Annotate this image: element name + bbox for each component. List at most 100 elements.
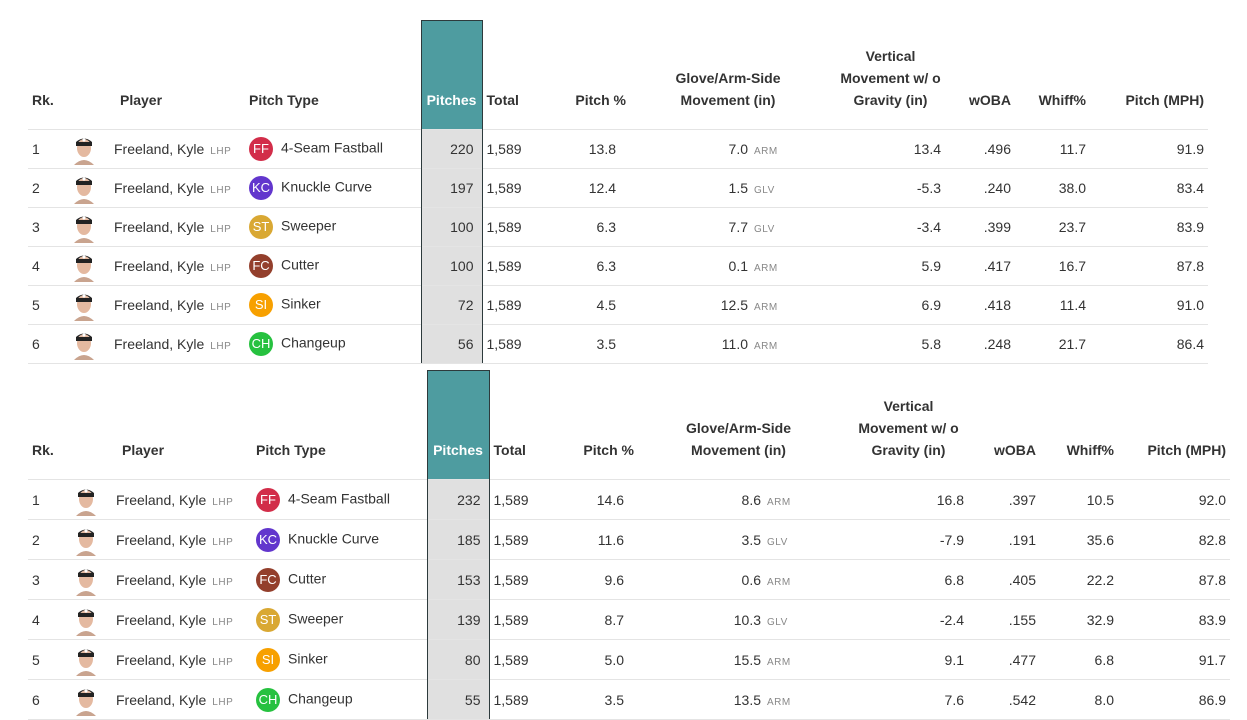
table-row: 4 Freeland, Kyle LHP FC Cutter 100 1,589 6.3 0.1… (28, 246, 1208, 286)
movement: 7.7 (728, 219, 748, 235)
player-avatar (74, 177, 94, 204)
pitch-badge: SI (249, 293, 273, 317)
pitch-pct: 11.6 (553, 519, 638, 560)
pitch-type-cell: CH Changeup (245, 324, 421, 364)
player-name: Freeland, Kyle (114, 336, 205, 352)
avatar-cell (70, 639, 112, 680)
table-row: 1 Freeland, Kyle LHP FF 4-Seam Fastball 232 1,… (28, 479, 1230, 520)
movement-cell: 0.6 ARM (638, 559, 803, 600)
header-cell: Whiff% (1066, 442, 1114, 458)
movement-cell: 11.0 ARM (630, 324, 790, 364)
pitch-badge: CH (249, 332, 273, 356)
header-cell: Total (493, 442, 526, 458)
header-cell: Pitch (MPH) (1147, 442, 1226, 458)
player-avatar (74, 216, 94, 243)
player-avatar (76, 529, 96, 556)
movement: 0.6 (741, 571, 761, 588)
player-hand: LHP (212, 496, 234, 508)
header-cell: Vertical Movement w/ o Gravity (in) (858, 398, 959, 458)
total: 1,589 (482, 129, 545, 169)
pitch-type-cell: ST Sweeper (252, 599, 427, 640)
header-cell: wOBA (994, 442, 1036, 458)
player-name: Freeland, Kyle (114, 297, 205, 313)
pitch-pct: 12.4 (545, 168, 630, 208)
velocity: 82.8 (1118, 519, 1230, 560)
table-body: 1 Freeland, Kyle LHP FF 4-Seam Fastball 232 1,… (28, 479, 1230, 720)
woba: .399 (945, 207, 1015, 247)
player-cell: Freeland, Kyle LHP (112, 679, 252, 720)
woba: .240 (945, 168, 1015, 208)
vertical-movement: 6.9 (790, 285, 945, 325)
pitch-badge: SI (256, 647, 280, 672)
movement-side: ARM (767, 576, 791, 588)
pitch-table: Rk. Player Pitch Type Pitches Total Pitch % Gl… (28, 370, 1230, 720)
table-row: 5 Freeland, Kyle LHP SI Sinker 72 1,589 4.5 12.5… (28, 285, 1208, 325)
movement-cell: 15.5 ARM (638, 639, 803, 680)
player-cell: Freeland, Kyle LHP (110, 207, 245, 247)
pitch-type-cell: SI Sinker (245, 285, 421, 325)
pitches: 197 (420, 168, 483, 208)
rank: 4 (28, 599, 70, 640)
pitch-type-cell: ST Sweeper (245, 207, 421, 247)
avatar-cell (68, 168, 110, 208)
player-hand: LHP (210, 263, 232, 274)
whiff: 22.2 (1040, 559, 1118, 600)
player-hand: LHP (212, 536, 234, 548)
woba: .417 (945, 246, 1015, 286)
rank: 4 (28, 246, 68, 286)
pitch-pct: 14.6 (553, 479, 638, 520)
total: 1,589 (489, 679, 553, 720)
movement-side: GLV (767, 536, 788, 548)
player-name: Freeland, Kyle (116, 611, 207, 628)
player-cell: Freeland, Kyle LHP (112, 479, 252, 520)
woba: .542 (968, 679, 1040, 720)
whiff: 32.9 (1040, 599, 1118, 640)
player-cell: Freeland, Kyle LHP (110, 285, 245, 325)
avatar-cell (70, 479, 112, 520)
pitch-pct: 3.5 (553, 679, 638, 720)
player-hand: LHP (212, 696, 234, 708)
header-cell: wOBA (969, 92, 1011, 108)
table-head: Rk. Player Pitch Type Pitches Total Pitch % Gl… (28, 370, 1230, 480)
player-avatar (74, 255, 94, 282)
pitches: 185 (426, 519, 490, 560)
movement-cell: 13.5 ARM (638, 679, 803, 720)
woba: .477 (968, 639, 1040, 680)
player-hand: LHP (210, 185, 232, 196)
movement: 15.5 (733, 651, 761, 668)
rank: 2 (28, 168, 68, 208)
table-head: Rk. Player Pitch Type Pitches Total Pitch % Gl… (28, 20, 1208, 130)
woba: .191 (968, 519, 1040, 560)
player-hand: LHP (212, 576, 234, 588)
player-hand: LHP (212, 616, 234, 628)
velocity: 83.9 (1118, 599, 1230, 640)
pitch-name: Knuckle Curve (288, 530, 380, 547)
table-row: 6 Freeland, Kyle LHP CH Changeup 55 1,589 3.5 13… (28, 679, 1230, 720)
pitch-name: Sinker (288, 650, 328, 667)
vertical-movement: -7.9 (803, 519, 968, 560)
whiff: 11.4 (1015, 285, 1090, 325)
pitch-name: Cutter (281, 256, 320, 273)
header-row: Rk. Player Pitch Type Pitches Total Pitch % Gl… (28, 370, 1230, 480)
pitch-name: Changeup (281, 334, 346, 351)
velocity: 87.8 (1090, 246, 1208, 286)
movement-cell: 12.5 ARM (630, 285, 790, 325)
player-name: Freeland, Kyle (116, 691, 207, 708)
player-avatar (76, 609, 96, 636)
woba: .397 (968, 479, 1040, 520)
header-cell: Player (120, 92, 163, 108)
total: 1,589 (482, 324, 545, 364)
pitches: 72 (420, 285, 483, 325)
player-hand: LHP (210, 302, 232, 313)
header-cell: Vertical Movement w/ o Gravity (in) (840, 48, 941, 108)
vertical-movement: 13.4 (790, 129, 945, 169)
woba: .418 (945, 285, 1015, 325)
avatar-cell (68, 285, 110, 325)
total: 1,589 (482, 207, 545, 247)
vertical-movement: 5.9 (790, 246, 945, 286)
header-cell: Rk. (32, 92, 54, 108)
player-name: Freeland, Kyle (116, 531, 207, 548)
movement-side: GLV (754, 185, 775, 196)
movement-cell: 1.5 GLV (630, 168, 790, 208)
header-cell: Pitch % (575, 92, 626, 108)
